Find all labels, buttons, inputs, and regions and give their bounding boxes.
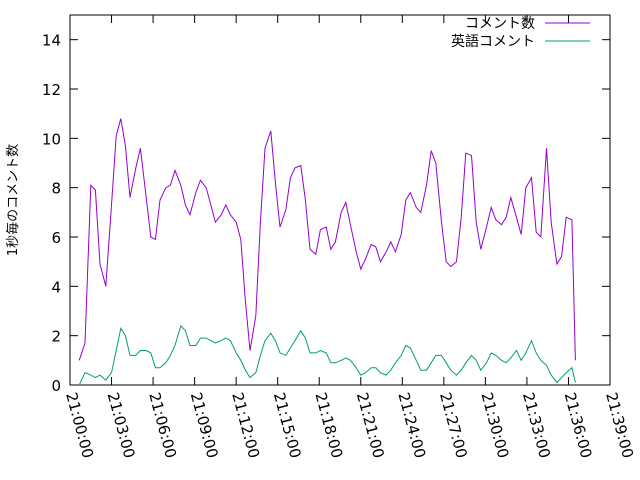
y-tick-label: 6 xyxy=(51,229,61,247)
x-tick-label: 21:15:00 xyxy=(270,390,305,460)
plot-frame xyxy=(69,14,611,386)
y-axis: 0 2 4 6 8 10 12 14 xyxy=(42,32,610,395)
y-tick-label: 4 xyxy=(51,278,61,296)
y-tick-label: 0 xyxy=(51,377,61,395)
legend-label: コメント数 xyxy=(465,16,535,32)
x-axis: 21:00:00 21:03:00 21:06:00 21:09:00 21:12:00… xyxy=(62,15,637,460)
y-tick-label: 12 xyxy=(42,81,61,99)
x-tick-label: 21:33:00 xyxy=(519,390,554,460)
x-tick-label: 21:36:00 xyxy=(561,390,596,460)
x-tick-label: 21:03:00 xyxy=(104,390,139,460)
y-axis-label: 1秒毎のコメント数 xyxy=(5,144,21,256)
x-tick-label: 21:06:00 xyxy=(145,390,180,460)
x-tick-label: 21:27:00 xyxy=(436,390,471,460)
series-line-1 xyxy=(78,118,576,361)
legend-label: 英語コメント xyxy=(451,33,535,50)
x-tick-label: 21:12:00 xyxy=(228,390,263,460)
x-tick-label: 21:00:00 xyxy=(62,390,97,460)
x-tick-label: 21:24:00 xyxy=(394,390,429,460)
series-lines xyxy=(78,118,576,386)
y-tick-label: 10 xyxy=(42,130,61,148)
y-tick-label: 2 xyxy=(51,328,61,346)
x-tick-label: 21:39:00 xyxy=(602,390,637,460)
y-tick-label: 14 xyxy=(42,32,61,50)
x-tick-label: 21:30:00 xyxy=(478,390,513,460)
y-tick-label: 8 xyxy=(51,180,61,198)
x-tick-label: 21:18:00 xyxy=(311,390,346,460)
x-tick-label: 21:09:00 xyxy=(187,390,222,460)
series-line-2 xyxy=(78,324,576,386)
x-tick-label: 21:21:00 xyxy=(353,390,388,460)
